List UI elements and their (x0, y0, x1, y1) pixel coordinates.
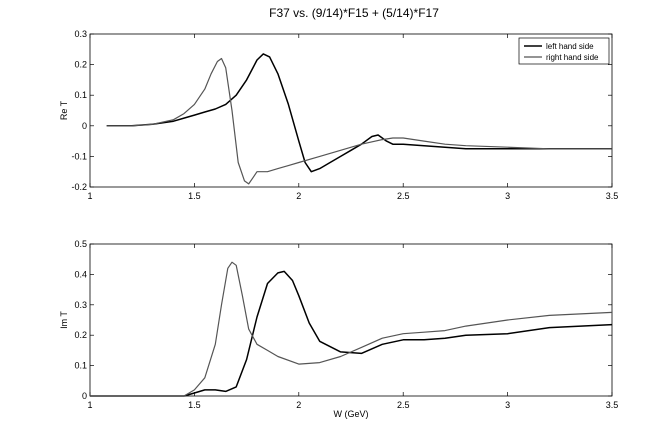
y-axis-label-im-t: Im T (59, 311, 69, 329)
series-im-t (90, 261, 613, 397)
x-tick-label: 3 (505, 191, 510, 201)
y-axis-label-re-t: Re T (59, 100, 69, 120)
legend-entry-left-hand-side: left hand side (546, 42, 594, 51)
series-line-right-hand-side-im-t (90, 261, 613, 397)
y-tick-label: -0.1 (71, 151, 87, 161)
x-tick-label: 2.5 (397, 400, 410, 410)
y-tick-label: 0 (82, 391, 87, 401)
x-tick-label: 1.5 (188, 191, 201, 201)
y-tick-label: -0.2 (71, 182, 87, 192)
chart-title: F37 vs. (9/14)*F15 + (5/14)*F17 (269, 6, 439, 20)
y-ticks-re-t: -0.2 -0.1 0 0.1 0.2 0.3 (71, 29, 612, 192)
y-tick-label: 0.1 (74, 361, 87, 371)
x-ticks-im-t: 1 1.5 2 2.5 3 3.5 (87, 244, 618, 410)
y-tick-label: 0.1 (74, 90, 87, 100)
y-ticks-im-t: 0 0.1 0.2 0.3 0.4 0.5 (74, 239, 612, 401)
legend-entry-right-hand-side: right hand side (546, 53, 599, 62)
series-line-left-hand-side-im-t (90, 270, 613, 397)
axes-frame-re-t (89, 33, 613, 188)
y-tick-label: 0.5 (74, 239, 87, 249)
x-tick-label: 2 (296, 191, 301, 201)
x-tick-label: 3 (505, 400, 510, 410)
x-tick-label: 1.5 (188, 400, 201, 410)
x-ticks-re-t: 1 1.5 2 2.5 3 3.5 (87, 34, 618, 201)
series-line-right-hand-side-re-t (106, 57, 612, 185)
x-tick-label: 2 (296, 400, 301, 410)
y-tick-label: 0.4 (74, 269, 87, 279)
axes-frame-im-t (89, 243, 613, 397)
legend-box (518, 37, 610, 65)
x-axis-label-im-t: W (GeV) (334, 409, 369, 419)
series-re-t (106, 53, 612, 185)
subplot-re-t: 1 1.5 2 2.5 3 3.5 -0.2 -0.1 0 0.1 0.2 0.3 Re T lef… (59, 29, 618, 201)
y-tick-label: 0 (82, 121, 87, 131)
x-tick-label: 2.5 (397, 191, 410, 201)
x-tick-label: 1 (87, 191, 92, 201)
x-tick-label: 3.5 (606, 191, 619, 201)
x-tick-label: 3.5 (606, 400, 619, 410)
y-tick-label: 0.2 (74, 330, 87, 340)
y-tick-label: 0.3 (74, 300, 87, 310)
subplot-im-t: 1 1.5 2 2.5 3 3.5 0 0.1 0.2 0.3 0.4 0.5 Im T W (Ge… (59, 239, 618, 419)
series-line-left-hand-side-re-t (106, 53, 612, 173)
y-tick-label: 0.2 (74, 60, 87, 70)
x-tick-label: 1 (87, 400, 92, 410)
y-tick-label: 0.3 (74, 29, 87, 39)
legend: left hand side right hand side (518, 37, 610, 65)
